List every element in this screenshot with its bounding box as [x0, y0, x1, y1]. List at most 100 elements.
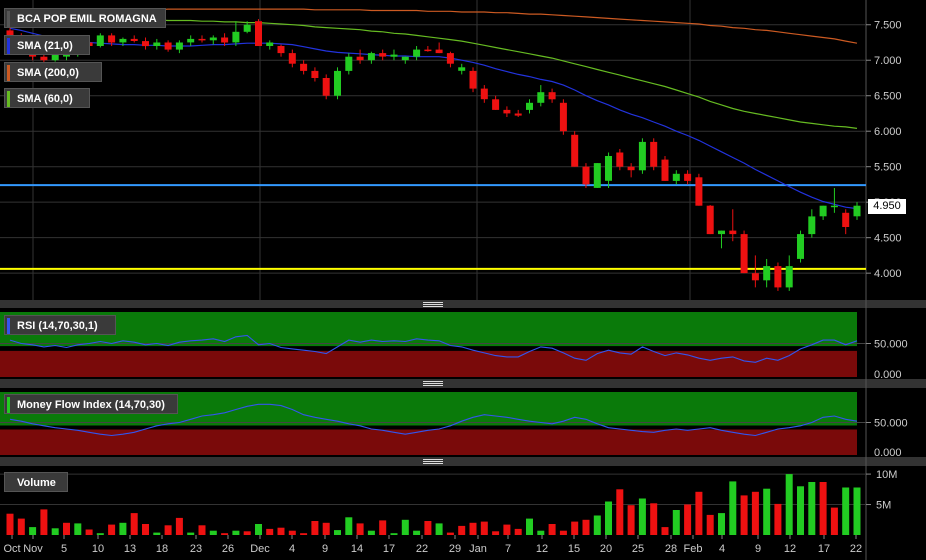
candle	[311, 67, 319, 82]
time-axis-label: 22	[416, 543, 428, 555]
candle-body	[379, 53, 387, 57]
legend-sma-200[interactable]: SMA (200,0)	[4, 62, 102, 82]
candle	[751, 255, 759, 288]
symbol-title-legend[interactable]: BCA POP EMIL ROMAGNA	[4, 8, 166, 28]
time-axis-label: 12	[536, 543, 548, 555]
candle	[537, 85, 545, 107]
candle	[108, 33, 116, 47]
volume-bar	[175, 517, 183, 535]
candle-body	[785, 266, 793, 288]
candle-body	[672, 173, 680, 181]
rsi-line	[9, 334, 858, 363]
candle	[808, 209, 816, 238]
candle-body	[288, 53, 296, 64]
candle	[706, 205, 714, 235]
candle	[684, 170, 692, 185]
candle	[401, 56, 409, 64]
candle-body	[797, 234, 804, 259]
volume-bar	[571, 521, 579, 535]
candle-body	[503, 109, 511, 114]
legend-sma-21[interactable]: SMA (21,0)	[4, 35, 90, 55]
candle	[729, 209, 737, 242]
volume-bar	[819, 482, 827, 535]
volume-bar	[277, 527, 285, 535]
time-axis-label: Jan	[469, 543, 487, 555]
volume-bar	[503, 524, 511, 535]
candle-body	[480, 88, 488, 100]
candle-body	[153, 42, 161, 46]
volume-bar	[288, 530, 296, 535]
candle	[830, 187, 838, 213]
volume-bar	[85, 529, 93, 535]
mfi-line	[9, 403, 858, 437]
volume-bar	[413, 530, 421, 535]
candle	[119, 37, 127, 47]
candle	[469, 67, 477, 93]
candle	[819, 205, 827, 220]
volume-bar	[458, 525, 466, 535]
candle-body	[458, 67, 466, 71]
volume-bar	[6, 513, 14, 535]
mfi-axis-label: 50.000	[874, 418, 908, 430]
time-axis-label: 12	[784, 543, 796, 555]
volume-bar	[322, 522, 330, 535]
candle-body	[175, 42, 183, 50]
candle-body	[266, 42, 274, 46]
candle-body	[255, 21, 262, 46]
pane-resize-handle-mfi[interactable]	[423, 381, 443, 387]
candle-body	[751, 273, 759, 281]
volume-bar	[390, 533, 398, 535]
legend-label-sma-200: SMA (200,0)	[17, 67, 79, 79]
candle	[243, 21, 251, 34]
candle	[593, 163, 601, 188]
candle-body	[718, 230, 725, 235]
pane-separator	[0, 379, 926, 388]
time-axis-label: Oct	[3, 543, 20, 555]
volume-bar	[96, 533, 104, 535]
legend-volume[interactable]: Volume	[4, 472, 68, 492]
price-axis-label: 7.500	[874, 20, 902, 32]
legend-rsi[interactable]: RSI (14,70,30,1)	[4, 315, 116, 335]
candle	[571, 131, 579, 167]
time-axis-label: Nov	[23, 543, 43, 555]
volume-bar	[424, 521, 432, 535]
candle-body	[706, 205, 714, 235]
volume-bar	[695, 491, 703, 535]
candle-body	[334, 70, 341, 96]
legend-sma-60[interactable]: SMA (60,0)	[4, 88, 90, 108]
volume-bar	[469, 522, 477, 535]
candle	[435, 42, 443, 54]
candle	[763, 258, 771, 288]
candle-body	[808, 216, 816, 235]
pane-resize-handle-rsi[interactable]	[423, 302, 443, 308]
volume-bar	[243, 531, 251, 535]
candle	[266, 40, 274, 50]
volume-bar	[774, 503, 782, 535]
candle	[458, 63, 466, 75]
candle-body	[559, 102, 567, 132]
candle	[797, 230, 804, 263]
legend-label-mfi: Money Flow Index (14,70,30)	[17, 399, 165, 411]
pane-separator	[0, 300, 926, 308]
volume-bar	[401, 519, 409, 535]
time-axis-label: 14	[351, 543, 363, 555]
candle-body	[221, 37, 229, 43]
candle-body	[96, 35, 104, 46]
pane-resize-handle-volume[interactable]	[423, 459, 443, 465]
candle-body	[526, 102, 533, 110]
volume-bar	[130, 513, 138, 535]
volume-bar	[435, 523, 443, 535]
rsi-oversold-band	[0, 350, 857, 377]
volume-bar	[221, 533, 229, 535]
legend-swatch-sma-60	[7, 91, 10, 107]
volume-bar	[446, 532, 454, 535]
legend-mfi[interactable]: Money Flow Index (14,70,30)	[4, 394, 178, 414]
candle-body	[108, 35, 116, 43]
candle-body	[356, 56, 364, 61]
volume-bar	[729, 481, 737, 535]
candle-body	[582, 166, 590, 185]
volume-bar	[356, 523, 364, 535]
candle	[627, 163, 635, 178]
candle	[198, 35, 206, 43]
